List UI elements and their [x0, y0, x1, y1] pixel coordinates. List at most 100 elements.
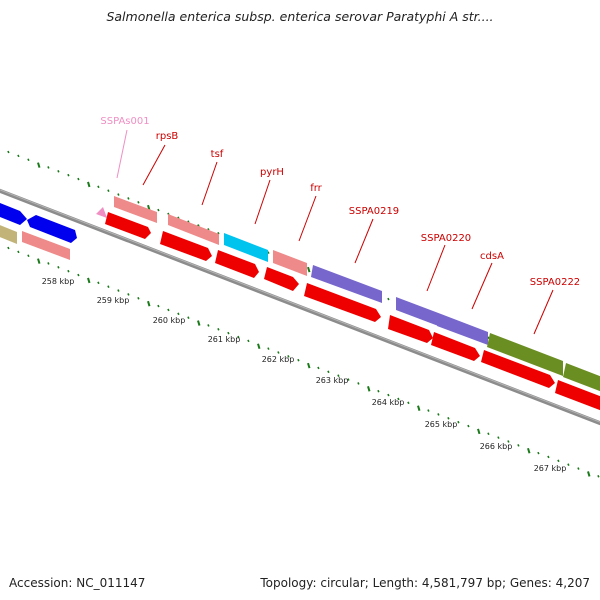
topology-text: Topology: circular; Length: 4,581,797 bp… — [260, 576, 590, 590]
map-title: Salmonella enterica subsp. enterica sero… — [106, 9, 494, 24]
feature-frr-gene — [273, 250, 307, 276]
gene-label-cdsa: cdsA — [480, 251, 504, 262]
gene-label-rpsb: rpsB — [156, 131, 179, 142]
minor-tick — [157, 208, 160, 212]
minor-tick — [317, 366, 320, 370]
feature-tsf-gene — [168, 214, 219, 245]
minor-tick — [407, 401, 410, 405]
kbp-label: 267 kbp — [534, 464, 567, 473]
minor-tick — [437, 413, 440, 416]
minor-tick — [457, 420, 460, 424]
major-tick — [307, 362, 311, 369]
minor-tick — [157, 304, 160, 308]
minor-tick — [237, 335, 240, 339]
major-tick — [527, 447, 531, 454]
callout-frr — [298, 195, 317, 242]
major-tick — [587, 471, 591, 477]
minor-tick — [107, 285, 110, 288]
minor-tick — [107, 189, 110, 192]
feature-sspa0220-cds — [388, 315, 433, 343]
kbp-label: 262 kbp — [262, 355, 295, 364]
minor-tick — [387, 297, 390, 301]
minor-tick — [137, 201, 140, 204]
minor-tick — [97, 185, 100, 189]
feature-red-right — [555, 380, 600, 411]
backbone-line — [0, 188, 600, 426]
kbp-label: 266 kbp — [480, 442, 513, 451]
callout-tsf — [201, 161, 218, 206]
feature-olive-right — [563, 363, 600, 392]
feature-cdsa-gene — [437, 314, 488, 345]
feature-sspa0222-gene — [487, 333, 563, 376]
minor-tick — [47, 166, 50, 169]
minor-tick — [17, 154, 20, 158]
minor-tick — [47, 262, 50, 265]
minor-tick — [117, 193, 120, 196]
gene-label-sspa0220: SSPA0220 — [421, 233, 471, 244]
minor-tick — [207, 324, 210, 327]
minor-tick — [7, 150, 10, 154]
lower-tick-track — [7, 246, 600, 478]
minor-tick — [577, 467, 580, 470]
minor-tick — [127, 293, 130, 296]
minor-tick — [227, 331, 230, 335]
minor-tick — [67, 173, 70, 177]
callout-cdsa — [471, 262, 493, 310]
gene-label-frr: frr — [310, 183, 322, 194]
minor-tick — [507, 440, 510, 443]
minor-tick — [337, 374, 340, 378]
minor-tick — [77, 177, 80, 181]
minor-tick — [497, 436, 500, 439]
minor-tick — [567, 463, 570, 467]
minor-tick — [427, 409, 430, 412]
gene-label-sspa0219: SSPA0219 — [349, 206, 399, 217]
major-tick — [37, 258, 41, 264]
minor-tick — [97, 281, 100, 285]
minor-tick — [537, 451, 540, 455]
major-tick — [87, 181, 91, 188]
gene-label-pyrh: pyrH — [260, 167, 284, 178]
gene-label-sspa0222: SSPA0222 — [530, 277, 580, 288]
feature-rpsb-gene — [114, 196, 157, 223]
feature-blue-left — [0, 203, 27, 225]
gene-label-sspas001: SSPAs001 — [100, 116, 149, 127]
major-tick — [197, 320, 201, 326]
minor-tick — [7, 246, 10, 250]
major-tick — [147, 300, 151, 307]
major-tick — [87, 277, 91, 284]
major-tick — [477, 428, 481, 435]
kbp-label: 263 kbp — [316, 376, 349, 385]
kbp-label: 261 kbp — [208, 335, 241, 344]
minor-tick — [17, 250, 20, 254]
accession-text: Accession: NC_011147 — [9, 576, 146, 590]
minor-tick — [67, 269, 70, 273]
callout-sspa0222 — [533, 289, 554, 335]
minor-tick — [267, 347, 270, 350]
minor-tick — [27, 254, 30, 258]
feature-sspas001 — [96, 207, 107, 218]
kbp-labels: 258 kbp 259 kbp 260 kbp 261 kbp 262 kbp … — [42, 277, 567, 473]
feature-pink-cds-left — [22, 231, 70, 260]
minor-tick — [177, 312, 180, 316]
minor-tick — [467, 424, 470, 428]
minor-tick — [557, 459, 560, 463]
feature-sspa0219-gene — [311, 265, 382, 303]
minor-tick — [357, 382, 360, 385]
feature-sspa0222-cds — [481, 350, 555, 388]
feature-tan-left — [0, 225, 17, 244]
feature-rpsb-cds — [105, 212, 151, 239]
minor-tick — [347, 378, 350, 381]
feature-sspa0219-cds — [304, 283, 381, 322]
minor-tick — [267, 251, 270, 254]
kbp-label: 264 kbp — [372, 398, 405, 407]
major-tick — [367, 386, 371, 392]
minor-tick — [597, 475, 600, 478]
minor-tick — [27, 158, 30, 162]
minor-tick — [127, 197, 130, 200]
major-tick — [417, 405, 421, 411]
kbp-label: 265 kbp — [425, 420, 458, 429]
minor-tick — [57, 266, 60, 269]
callout-lines — [116, 129, 554, 335]
